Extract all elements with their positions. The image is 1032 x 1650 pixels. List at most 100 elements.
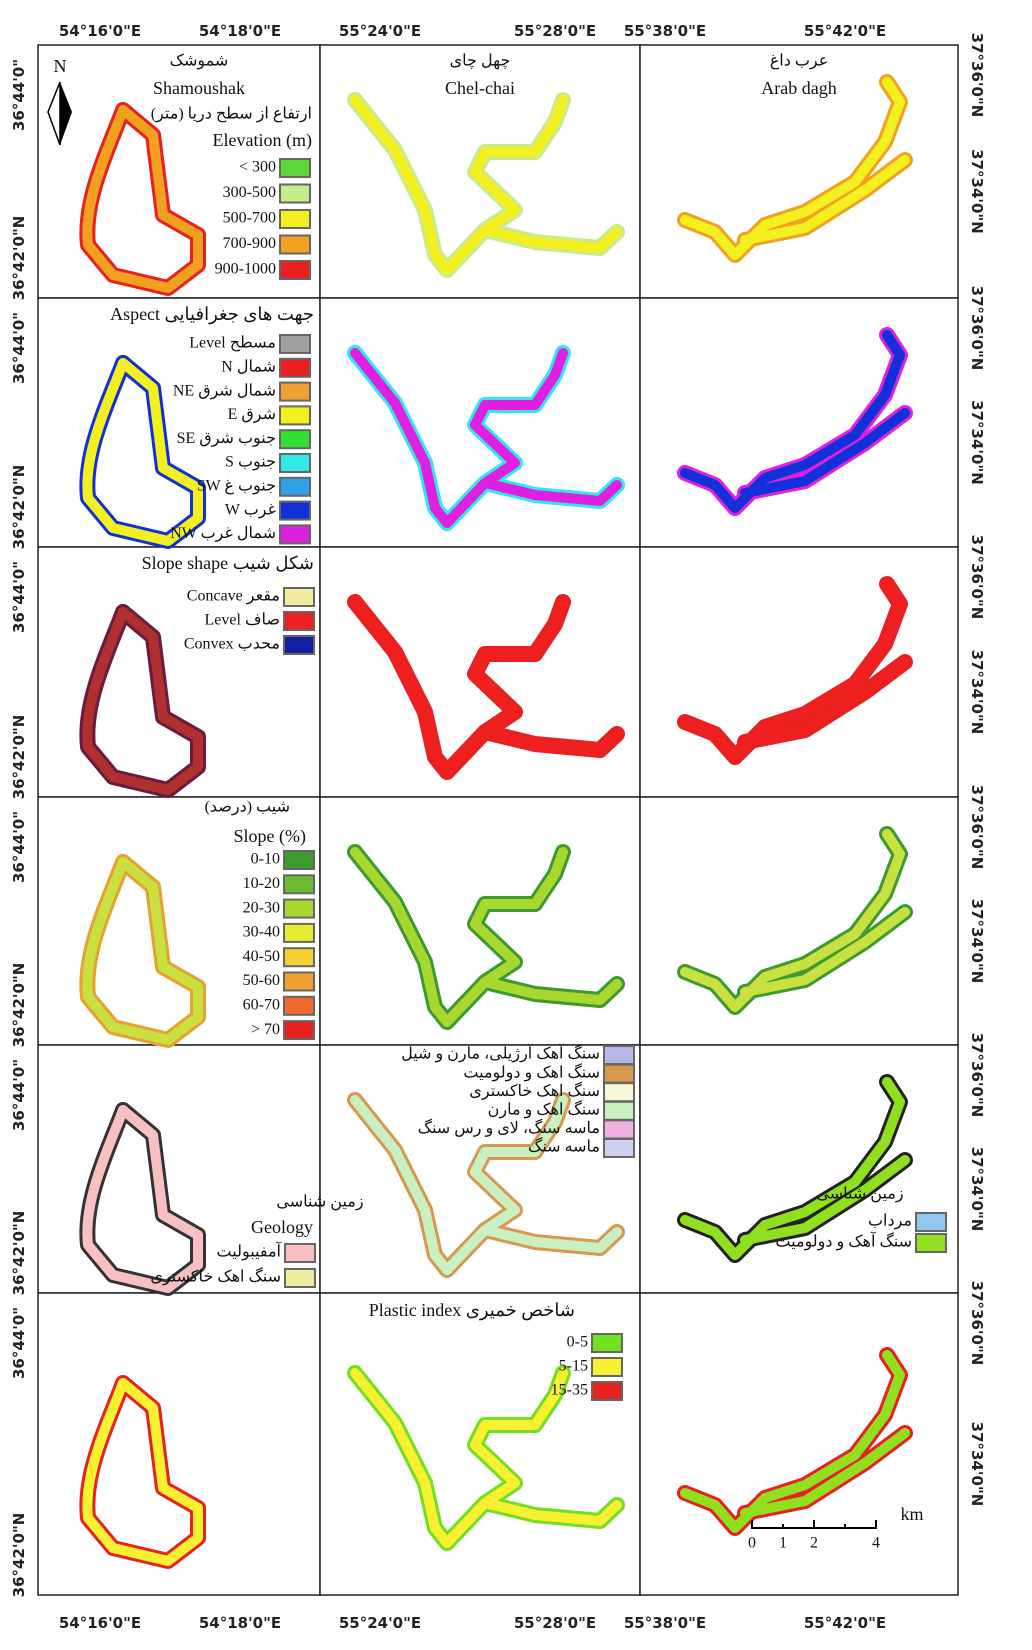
left-coordinate: 36°42'0"N (10, 963, 28, 1048)
aspect-swatch (280, 383, 310, 401)
aspect-swatch (280, 502, 310, 520)
legend-title: Slope (%) (234, 826, 306, 847)
bottom-coordinate: 54°16'0"E (59, 1614, 141, 1632)
map-panel (640, 298, 958, 547)
right-coordinate: 37°34'0"N (968, 899, 986, 984)
geology-label: سنگ اهک خاکستری (150, 1267, 281, 1286)
aspect-label: SW جنوب غ (197, 477, 276, 494)
north-label: N (54, 56, 67, 76)
slope-swatch (284, 900, 314, 918)
site-name-fa: چهل چای (450, 53, 511, 70)
geology-arabdagh-label: مرداب (868, 1213, 912, 1230)
right-coordinate: 37°34'0"N (968, 400, 986, 485)
plastic-swatch (592, 1334, 622, 1352)
left-coordinate: 36°44'0" (10, 59, 28, 131)
right-coordinate: 37°36'0"N (968, 286, 986, 371)
plastic-label: 15-35 (551, 1382, 588, 1399)
top-coordinate: 55°38'0"E (624, 22, 706, 40)
aspect-label: SE جنوب شرق (177, 430, 276, 447)
scale-tick: 1 (779, 1535, 787, 1552)
legend-title: زمین شناسی (816, 1186, 903, 1203)
bottom-coordinate: 55°42'0"E (804, 1614, 886, 1632)
slope-swatch (284, 1021, 314, 1039)
aspect-swatch (280, 335, 310, 353)
legend-title: زمین شناسی (276, 1194, 363, 1211)
site-name-en: Shamoushak (153, 78, 245, 98)
left-coordinate: 36°44'0" (10, 811, 28, 883)
slope-swatch (284, 973, 314, 991)
geology-chelchai-swatch (604, 1065, 634, 1083)
geology-chelchai-label: سنگ آهک آرژیلی، مارن و شیل (401, 1043, 600, 1063)
elevation-label: 700-900 (223, 235, 276, 252)
geology-chelchai-label: ماسه سنگ، لای و رس سنگ (418, 1118, 600, 1137)
plastic-label: 0-5 (567, 1334, 588, 1351)
elevation-label: 300-500 (223, 184, 276, 201)
right-coordinate: 37°36'0"N (968, 535, 986, 620)
top-coordinate: 55°28'0"E (514, 22, 596, 40)
right-coordinate: 37°34'0"N (968, 650, 986, 735)
bottom-coordinate: 55°38'0"E (624, 1614, 706, 1632)
slope-label: 60-70 (243, 996, 280, 1013)
top-coordinate: 55°42'0"E (804, 22, 886, 40)
legend-title: Geology (251, 1217, 313, 1237)
geology-arabdagh-swatch (916, 1213, 946, 1231)
left-coordinate: 36°42'0"N (10, 715, 28, 800)
map-panel (640, 1293, 958, 1595)
slope-label: 20-30 (243, 899, 280, 916)
slope-shape-swatch (284, 588, 314, 606)
geology-arabdagh-swatch (916, 1234, 946, 1252)
map-panel (640, 797, 958, 1045)
legend-title: Slope shape شکل شیب (142, 553, 314, 573)
site-name-en: Arab dagh (761, 78, 836, 98)
right-coordinate: 37°34'0"N (968, 1422, 986, 1507)
geology-label: آمفیبولیت (217, 1241, 283, 1261)
legend-title: ارتفاع از سطح دریا (متر) (151, 106, 312, 123)
aspect-label: Level مسطح (189, 335, 276, 352)
legend-title: Elevation (m) (213, 130, 312, 151)
aspect-label: N شمال (221, 358, 276, 375)
right-coordinate: 37°36'0"N (968, 33, 986, 118)
right-coordinate: 37°36'0"N (968, 785, 986, 870)
aspect-swatch (280, 359, 310, 377)
elevation-label: 500-700 (223, 210, 276, 227)
legend-title: Plastic index شاخص خمیری (369, 1300, 575, 1321)
geology-chelchai-swatch (604, 1139, 634, 1157)
left-coordinate: 36°42'0"N (10, 1211, 28, 1296)
site-name-fa: شموشک (170, 53, 229, 70)
site-name-en: Chel-chai (445, 78, 515, 98)
elevation-swatch (280, 210, 310, 228)
geology-chelchai-swatch (604, 1102, 634, 1120)
slope-swatch (284, 875, 314, 893)
scale-tick: 2 (810, 1535, 818, 1552)
aspect-swatch (280, 478, 310, 496)
slope-label: 40-50 (243, 948, 280, 965)
right-coordinate: 37°34'0"N (968, 1147, 986, 1232)
aspect-swatch (280, 430, 310, 448)
elevation-swatch (280, 159, 310, 177)
slope-shape-swatch (284, 612, 314, 630)
slope-shape-label: Convex محدب (184, 636, 280, 653)
slope-label: 50-60 (243, 972, 280, 989)
elevation-swatch (280, 261, 310, 279)
plastic-label: 5-15 (559, 1358, 588, 1375)
aspect-swatch (280, 454, 310, 472)
map-panel (640, 1045, 958, 1293)
geology-chelchai-label: سنگ اهک و مارن (488, 1099, 600, 1118)
aspect-label: NW شمال غرب (170, 525, 276, 542)
right-coordinate: 37°34'0"N (968, 149, 986, 234)
left-coordinate: 36°42'0"N (10, 216, 28, 301)
bottom-coordinate: 55°28'0"E (514, 1614, 596, 1632)
map-panel (640, 547, 958, 797)
left-coordinate: 36°44'0" (10, 1059, 28, 1131)
slope-shape-label: Level صاف (205, 612, 280, 629)
left-coordinate: 36°44'0" (10, 1307, 28, 1379)
elevation-label: 900-1000 (215, 261, 276, 278)
geology-chelchai-label: سنگ اهک و دولومیت (463, 1062, 600, 1081)
slope-swatch (284, 997, 314, 1015)
scale-tick: 0 (748, 1535, 756, 1552)
slope-swatch (284, 948, 314, 966)
left-coordinate: 36°44'0" (10, 561, 28, 633)
slope-swatch (284, 924, 314, 942)
geology-chelchai-swatch (604, 1083, 634, 1101)
scale-unit: km (900, 1504, 923, 1524)
